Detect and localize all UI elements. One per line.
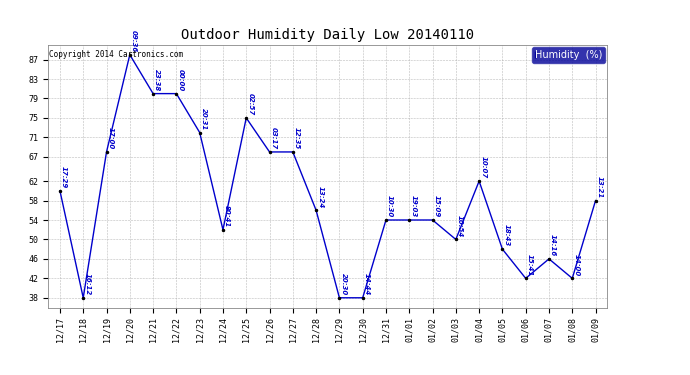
Text: 12:35: 12:35 (294, 127, 300, 150)
Text: 18:43: 18:43 (504, 225, 510, 247)
Text: 03:17: 03:17 (270, 127, 277, 150)
Text: 20:30: 20:30 (341, 273, 346, 296)
Text: 15:41: 15:41 (527, 254, 533, 276)
Text: 14:16: 14:16 (550, 234, 556, 256)
Text: 17:29: 17:29 (61, 166, 67, 188)
Text: 14:44: 14:44 (364, 273, 370, 296)
Text: 09:36: 09:36 (131, 30, 137, 52)
Text: 16:12: 16:12 (84, 273, 90, 296)
Text: 13:24: 13:24 (317, 186, 324, 208)
Text: 02:57: 02:57 (248, 93, 253, 116)
Text: 10:54: 10:54 (457, 215, 463, 237)
Legend: Humidity  (%): Humidity (%) (532, 47, 605, 63)
Text: 19:03: 19:03 (411, 195, 417, 217)
Text: 14:00: 14:00 (573, 254, 580, 276)
Text: 80:41: 80:41 (224, 205, 230, 227)
Text: 10:30: 10:30 (387, 195, 393, 217)
Text: 23:38: 23:38 (155, 69, 160, 91)
Text: Copyright 2014 Cartronics.com: Copyright 2014 Cartronics.com (49, 50, 183, 59)
Text: 17:00: 17:00 (108, 127, 114, 150)
Text: 10:07: 10:07 (480, 156, 486, 178)
Text: 13:21: 13:21 (597, 176, 603, 198)
Text: 00:00: 00:00 (177, 69, 184, 91)
Text: 15:09: 15:09 (434, 195, 440, 217)
Text: 20:31: 20:31 (201, 108, 207, 130)
Title: Outdoor Humidity Daily Low 20140110: Outdoor Humidity Daily Low 20140110 (181, 28, 474, 42)
